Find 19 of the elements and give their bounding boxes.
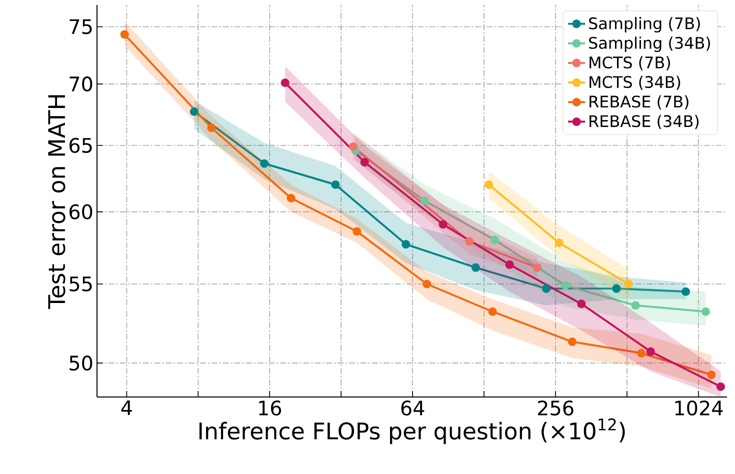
legend-label: MCTS (34B): [590, 76, 680, 90]
y-tick-label: 65: [70, 138, 92, 153]
legend-label: MCTS (7B): [590, 56, 670, 70]
x-axis-title: Inference FLOPs per question (×10$^{12}$): [199, 418, 625, 444]
y-axis-title: Test error on MATH: [48, 95, 66, 309]
x-tick-label: 64: [401, 400, 424, 416]
legend-label: Sampling (7B): [589, 17, 700, 32]
y-tick-label: 50: [70, 356, 92, 371]
x-tick-label: 16: [259, 400, 282, 416]
y-tick-label: 60: [70, 204, 92, 220]
y-tick-label: 55: [70, 276, 92, 292]
x-tick-label: 4: [121, 400, 132, 416]
y-tick-label: 75: [70, 19, 92, 34]
x-tick-label: 256: [538, 400, 574, 416]
legend-label: Sampling (34B): [589, 36, 710, 52]
y-tick-label: 70: [70, 76, 92, 92]
x-tick-label: 1024: [675, 400, 723, 416]
legend-label: REBASE (7B): [590, 95, 688, 110]
legend-label: REBASE (34B): [590, 114, 699, 130]
